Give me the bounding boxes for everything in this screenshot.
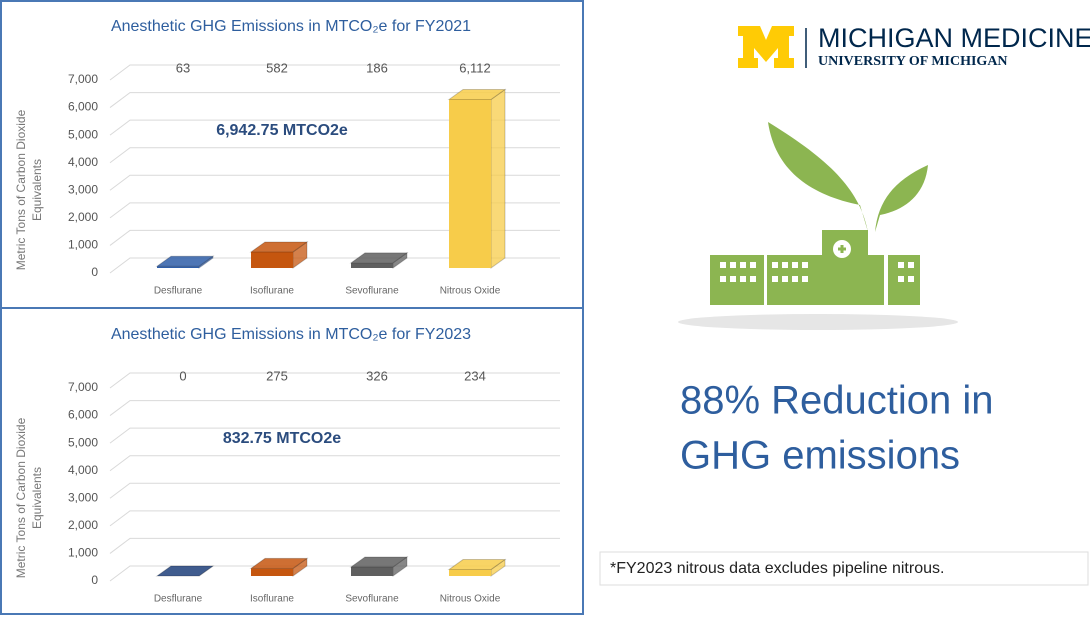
value-label: 275 <box>266 368 288 383</box>
headline: GHG emissions <box>680 434 960 478</box>
value-label: 234 <box>464 368 486 383</box>
bar <box>449 99 491 268</box>
bar <box>251 251 293 268</box>
bar-top <box>349 556 409 568</box>
bar <box>251 568 293 576</box>
grid-line <box>109 427 560 444</box>
x-tick-label: Isoflurane <box>250 286 294 297</box>
x-tick-label: Sevoflurane <box>345 594 399 605</box>
bar-top <box>349 252 409 264</box>
grid-line <box>109 537 560 554</box>
value-label: 582 <box>266 60 288 75</box>
bar-top <box>155 255 215 267</box>
y-tick-label: 1,000 <box>68 546 98 560</box>
value-label: 0 <box>179 368 186 383</box>
grid-line <box>109 64 560 81</box>
x-tick-label: Desflurane <box>154 286 203 297</box>
grid-line <box>109 400 560 416</box>
x-tick-label: Nitrous Oxide <box>440 286 501 297</box>
y-tick-label: 3,000 <box>68 490 98 504</box>
logo-sub: UNIVERSITY OF MICHIGAN <box>818 54 1008 69</box>
y-tick-label: 2,000 <box>68 210 98 224</box>
value-label: 186 <box>366 60 388 75</box>
grid-line <box>109 372 560 389</box>
grid-line <box>109 147 560 164</box>
y-tick-label: 1,000 <box>68 238 98 252</box>
annotation: 832.75 MTCO2e <box>223 430 341 447</box>
x-tick-label: Desflurane <box>154 594 203 605</box>
grid-line <box>109 92 560 108</box>
grid-line <box>109 455 560 472</box>
grid-line <box>109 257 560 274</box>
y-axis-label: Metric Tons of Carbon Dioxide <box>14 417 28 578</box>
x-tick-label: Nitrous Oxide <box>440 594 501 605</box>
value-label: 6,112 <box>459 60 491 75</box>
bar-top <box>249 557 309 569</box>
y-tick-label: 0 <box>91 265 98 279</box>
grid-line <box>109 202 560 219</box>
bar-side <box>490 88 506 269</box>
bar-top <box>447 559 507 571</box>
logo-name: MICHIGAN MEDICINE <box>818 23 1090 53</box>
y-axis-label: Metric Tons of Carbon Dioxide <box>14 109 28 270</box>
y-tick-label: 3,000 <box>68 182 98 196</box>
grid-line <box>109 482 560 499</box>
y-tick-label: 6,000 <box>68 408 98 422</box>
value-label: 63 <box>176 60 190 75</box>
footnote-box <box>599 551 1089 586</box>
x-tick-label: Isoflurane <box>250 594 294 605</box>
chart-title: Anesthetic GHG Emissions in MTCO₂e for F… <box>111 326 471 343</box>
bar-top <box>447 88 507 100</box>
bar-top <box>155 565 215 577</box>
y-tick-label: 4,000 <box>68 463 98 477</box>
headline: 88% Reduction in <box>680 379 994 423</box>
y-tick-label: 5,000 <box>68 127 98 141</box>
y-tick-label: 5,000 <box>68 435 98 449</box>
chart-title: Anesthetic GHG Emissions in MTCO₂e for F… <box>111 18 471 35</box>
y-tick-label: 6,000 <box>68 100 98 114</box>
annotation: 6,942.75 MTCO2e <box>216 122 348 139</box>
grid-line <box>109 565 560 582</box>
y-tick-label: 2,000 <box>68 518 98 532</box>
value-label: 326 <box>366 368 388 383</box>
bar-top <box>249 241 309 253</box>
y-tick-label: 4,000 <box>68 155 98 169</box>
bar <box>351 262 393 268</box>
grid-line <box>109 229 560 246</box>
bar <box>351 567 393 576</box>
y-tick-label: 0 <box>91 573 98 587</box>
y-tick-label: 7,000 <box>68 72 98 86</box>
icon <box>678 122 958 330</box>
grid-line <box>109 119 560 136</box>
logo-block-m <box>738 26 794 68</box>
y-tick-label: 7,000 <box>68 380 98 394</box>
y-axis-label: Equivalents <box>30 467 44 529</box>
grid-line <box>109 510 560 527</box>
bar <box>449 569 491 576</box>
bar <box>157 266 199 268</box>
x-tick-label: Sevoflurane <box>345 286 399 297</box>
footnote: *FY2023 nitrous data excludes pipeline n… <box>610 560 944 577</box>
chart-frame <box>0 307 584 615</box>
grid-line <box>109 174 560 191</box>
y-axis-label: Equivalents <box>30 159 44 221</box>
